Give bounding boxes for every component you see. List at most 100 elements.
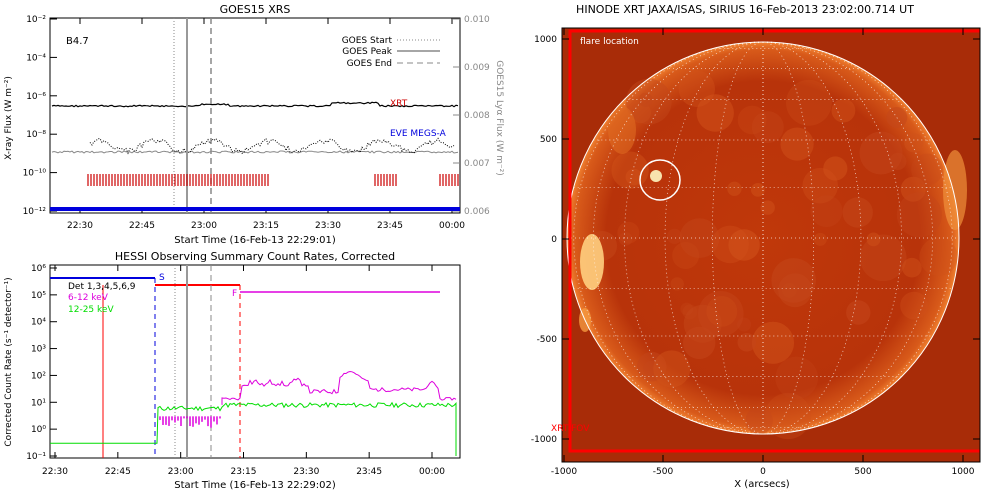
coronal-brightening bbox=[904, 133, 924, 153]
coronal-brightening bbox=[900, 176, 926, 202]
longitude-line bbox=[664, 41, 764, 435]
coronal-brightening bbox=[751, 321, 795, 364]
goes-y-tick-label: 10⁻⁸ bbox=[26, 130, 46, 140]
legend-goes-peak: GOES Peak bbox=[342, 47, 392, 57]
goes-y2-tick-label: 0.006 bbox=[464, 207, 490, 217]
hessi-detectors-label: Det 1,3,4,5,6,9 bbox=[68, 282, 136, 292]
xrt-x-axis: -1000 -500 0 500 1000 bbox=[551, 28, 975, 477]
heliographic-grid bbox=[567, 41, 959, 435]
coronal-brightening bbox=[643, 360, 659, 377]
coronal-brightening bbox=[683, 326, 716, 360]
limb-outline bbox=[566, 41, 960, 435]
west-limb-active-region bbox=[943, 150, 967, 230]
hessi-x-tick-label: 23:45 bbox=[356, 467, 382, 477]
coronal-brightening bbox=[813, 232, 827, 246]
coronal-brightening bbox=[886, 107, 908, 128]
goes-y-label: X-ray Flux (W m⁻²) bbox=[4, 76, 14, 160]
coronal-brightening bbox=[680, 302, 694, 316]
goes-x-tick-label: 23:15 bbox=[253, 221, 279, 231]
hessi-panel: HESSI Observing Summary Count Rates, Cor… bbox=[4, 250, 461, 491]
goes-y-tick-label: 10⁻¹² bbox=[23, 207, 47, 217]
hessi-x-tick-label: 22:30 bbox=[42, 467, 68, 477]
coronal-brightening bbox=[706, 296, 738, 327]
east-limb-active-region bbox=[580, 234, 604, 290]
coronal-brightening bbox=[711, 225, 749, 264]
goes-flux-series bbox=[51, 101, 459, 108]
xrt-observation-bars bbox=[87, 174, 459, 186]
coronal-brightening bbox=[810, 195, 843, 228]
coronal-brightening bbox=[630, 102, 651, 124]
goes-legend: GOES Start GOES Peak GOES End bbox=[342, 36, 440, 69]
xrt-x-tick-label: -1000 bbox=[551, 467, 577, 477]
goes-y2-axis: 0.010 0.009 0.008 0.007 0.006 bbox=[453, 15, 490, 217]
hessi-x-tick-label: 23:00 bbox=[168, 467, 194, 477]
hessi-f-label: F bbox=[232, 289, 237, 299]
hessi-x-tick-label: 22:45 bbox=[105, 467, 131, 477]
xrt-x-tick-label: 500 bbox=[854, 467, 871, 477]
coronal-brightening bbox=[846, 300, 871, 325]
coronal-brightening bbox=[919, 237, 958, 276]
coronal-brightening bbox=[760, 200, 775, 215]
goes-x-tick-label: 00:00 bbox=[439, 221, 465, 231]
coronal-brightening bbox=[678, 70, 715, 108]
hessi-plot-frame bbox=[49, 264, 461, 459]
goes-secondary-series bbox=[89, 137, 455, 155]
coronal-brightening bbox=[737, 333, 757, 352]
longitude-line bbox=[762, 41, 902, 435]
xrt-y-tick-label: -1000 bbox=[531, 435, 557, 445]
coronal-brightening bbox=[896, 192, 943, 238]
hessi-x-axis: 22:30 22:45 23:00 23:15 23:30 23:45 00:00 bbox=[42, 265, 445, 477]
coronal-brightening bbox=[696, 94, 734, 132]
hessi-y-tick-label: 10⁴ bbox=[31, 318, 46, 328]
goes-x-tick-label: 23:30 bbox=[315, 221, 341, 231]
goes-x-tick-label: 23:00 bbox=[191, 221, 217, 231]
hessi-y-tick-label: 10² bbox=[31, 371, 46, 381]
xrt-fov-label: XRT FOV bbox=[551, 424, 590, 434]
goes-lya-series bbox=[51, 150, 459, 154]
xrt-x-tick-label: 1000 bbox=[952, 467, 975, 477]
coronal-brightening bbox=[670, 277, 684, 291]
goes-y2-label: GOES15 Lyα Flux (W m⁻²) bbox=[494, 60, 504, 176]
goes-y2-tick-label: 0.007 bbox=[464, 159, 490, 169]
hessi-s-label: S bbox=[159, 273, 165, 283]
coronal-brightening bbox=[889, 152, 907, 170]
coronal-brightening bbox=[866, 232, 881, 247]
coronal-brightening bbox=[617, 221, 640, 244]
xrt-x-label: X (arcsecs) bbox=[734, 479, 790, 490]
coronal-brightening bbox=[751, 183, 765, 197]
xrt-title: HINODE XRT JAXA/ISAS, SIRIUS 16-Feb-2013… bbox=[576, 3, 914, 16]
xrt-flare-label: flare location bbox=[580, 37, 639, 47]
coronal-brightening bbox=[638, 92, 653, 107]
coronal-brightening bbox=[842, 197, 873, 228]
goes-x-tick-label: 23:45 bbox=[377, 221, 403, 231]
coronal-brightening bbox=[682, 304, 698, 320]
coronal-brightening bbox=[902, 257, 922, 278]
coronal-brightening bbox=[667, 228, 683, 244]
coronal-brightening bbox=[737, 317, 752, 332]
goes-class-label: B4.7 bbox=[66, 36, 89, 47]
coronal-brightening bbox=[775, 356, 818, 400]
hessi-y-tick-label: 10¹ bbox=[31, 398, 46, 408]
coronal-brightening bbox=[672, 242, 700, 269]
xrt-y-tick-label: 1000 bbox=[534, 35, 557, 45]
goes-x-tick-label: 22:30 bbox=[67, 221, 93, 231]
hessi-y-label: Corrected Count Rate (s⁻¹ detector⁻¹) bbox=[4, 277, 14, 446]
coronal-brightening bbox=[625, 168, 643, 186]
goes-y-tick-label: 10⁻⁴ bbox=[26, 53, 46, 63]
goes-y-tick-label: 10⁻¹⁰ bbox=[23, 169, 47, 179]
coronal-brightening bbox=[823, 156, 848, 181]
coronal-brightening bbox=[859, 131, 903, 175]
xrt-plot-frame bbox=[561, 27, 981, 463]
goes-y2-tick-label: 0.008 bbox=[464, 111, 490, 121]
xrt-y-tick-label: 0 bbox=[551, 235, 557, 245]
goes-eve-label: EVE MEGS-A bbox=[390, 129, 447, 139]
goes-x-tick-label: 22:45 bbox=[129, 221, 155, 231]
coronal-brightening bbox=[727, 181, 742, 196]
goes-y-axis: 10⁻² 10⁻⁴ 10⁻⁶ 10⁻⁸ 10⁻¹⁰ 10⁻¹² bbox=[23, 15, 57, 217]
coronal-brightening bbox=[625, 78, 672, 125]
hessi-band1-label: 6-12 keV bbox=[68, 293, 109, 303]
coronal-brightening bbox=[653, 350, 691, 388]
goes-x-label: Start Time (16-Feb-13 22:29:01) bbox=[174, 235, 336, 246]
xrt-y-tick-label: 500 bbox=[540, 135, 557, 145]
